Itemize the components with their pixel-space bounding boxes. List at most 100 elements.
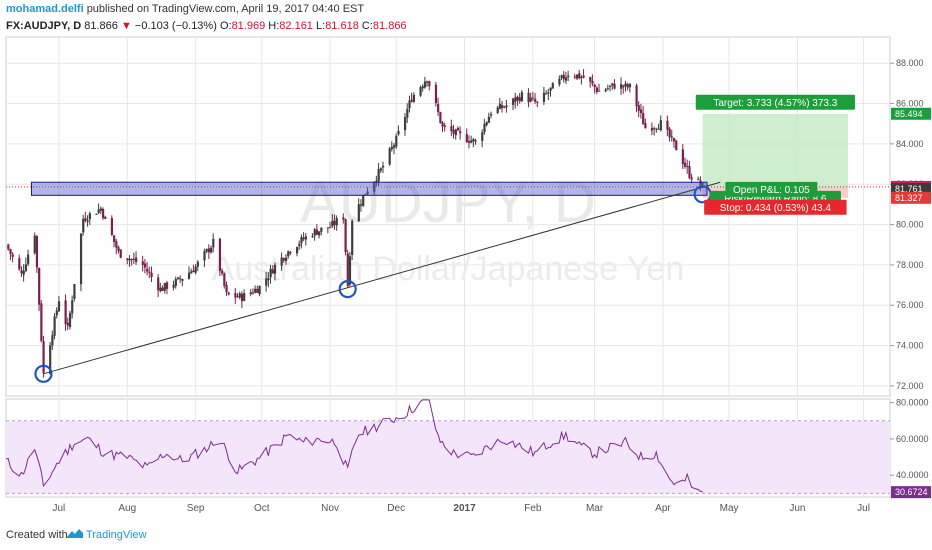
candle-body [143, 263, 147, 268]
candle-body [567, 75, 570, 78]
candle-body [282, 258, 285, 261]
candle-body [397, 130, 400, 135]
candle-body [33, 235, 36, 254]
candle-body [344, 219, 347, 253]
candle-body [172, 284, 175, 288]
candle-body [284, 257, 288, 262]
candle-body [146, 268, 149, 272]
candle-body [40, 303, 43, 341]
candle-body [410, 99, 413, 102]
candle-body [161, 287, 164, 291]
candle-body [672, 137, 676, 142]
candle-body [423, 81, 427, 88]
candle-body [644, 123, 647, 129]
candle-body [412, 94, 416, 102]
candle-body [465, 134, 468, 143]
candle-body [549, 87, 552, 91]
low-value: 81.618 [325, 20, 359, 32]
open-pnl-label-bg [725, 181, 818, 197]
candle-body [126, 258, 129, 261]
candle-body [238, 293, 241, 298]
candle-body [545, 93, 548, 95]
rsi-tick-label: 60.0000 [896, 434, 929, 444]
candle-body [132, 259, 136, 261]
candle-body [269, 268, 272, 278]
candle-body [362, 195, 365, 206]
candle-body [7, 244, 10, 250]
candle-body [408, 100, 411, 109]
risk-reward-label-text: Risk/Reward Ratio: 8.6 [724, 194, 827, 205]
candle-body [313, 229, 316, 236]
open-pnl-label: Open P&L: 0.105 [725, 181, 818, 197]
candle-body [527, 92, 530, 103]
candle-body [311, 236, 314, 238]
candle-body [174, 279, 177, 286]
author-name[interactable]: mohamad.delfi [6, 3, 84, 15]
candle-body [287, 251, 290, 257]
candle-body [212, 238, 215, 248]
candle-body [675, 140, 678, 151]
candle-body [157, 277, 160, 291]
candle-body [379, 168, 382, 171]
candle-body [516, 96, 519, 101]
candle-body [181, 279, 184, 281]
rsi-band [6, 420, 890, 494]
candle-body [110, 218, 114, 236]
y-tick-label: 80.000 [896, 220, 924, 230]
candle-body [657, 128, 660, 130]
candle-body [119, 249, 122, 258]
candle-body [130, 259, 133, 261]
candle-body [163, 282, 166, 291]
candle-body [254, 288, 257, 293]
price-marker-label: 81.761 [895, 184, 923, 194]
candle-body [681, 149, 684, 165]
candle-body [575, 74, 579, 79]
candle-body [273, 264, 277, 274]
tradingview-brand[interactable]: TradingView [86, 529, 147, 541]
candle-body [104, 216, 107, 220]
chart-header: mohamad.delfi published on TradingView.c… [0, 0, 932, 36]
candle-body [315, 229, 319, 235]
support-zone [30, 181, 708, 196]
candle-body [564, 77, 568, 81]
created-with-text: Created with [6, 529, 68, 541]
candle-body [560, 75, 563, 78]
tradingview-logo-icon [67, 529, 83, 538]
candle-body [304, 236, 308, 240]
candles [7, 69, 704, 378]
candle-body [591, 80, 594, 84]
candle-body [653, 128, 656, 130]
low-label: L: [316, 20, 326, 32]
candle-body [194, 266, 197, 273]
candle-body [271, 269, 274, 274]
candle-body [95, 213, 98, 215]
rsi-line [5, 399, 703, 493]
candle-body [187, 272, 191, 279]
candle-body [196, 261, 199, 267]
candle-body [128, 258, 131, 261]
x-tick-label: 2017 [453, 503, 476, 514]
candle-body [573, 76, 576, 78]
candle-body [686, 166, 689, 168]
price-chart[interactable]: Jul Aug Sep Oct Nov Dec 2017 Feb Mar Apr May Jun Jul… [0, 0, 932, 516]
trendline [43, 181, 721, 375]
candle-body [357, 204, 360, 222]
candle-body [562, 74, 565, 80]
candle-body [701, 183, 704, 185]
candle-body [333, 221, 336, 226]
candle-body [86, 220, 89, 222]
candle-body [329, 227, 332, 229]
candle-body [604, 89, 607, 92]
x-tick-label: May [720, 503, 739, 514]
candle-body [428, 81, 431, 87]
candle-body [421, 86, 424, 89]
price-marker-bg [891, 107, 931, 120]
candle-body [141, 261, 144, 265]
candle-body [227, 292, 230, 295]
x-tick-label: Oct [254, 503, 270, 514]
x-tick-label: Mar [586, 503, 604, 514]
candle-body [165, 282, 169, 289]
candle-body [452, 129, 455, 134]
candle-body [99, 208, 102, 211]
candle-body [234, 293, 237, 298]
